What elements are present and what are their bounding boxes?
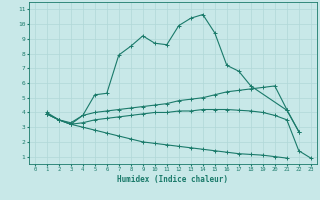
X-axis label: Humidex (Indice chaleur): Humidex (Indice chaleur): [117, 175, 228, 184]
